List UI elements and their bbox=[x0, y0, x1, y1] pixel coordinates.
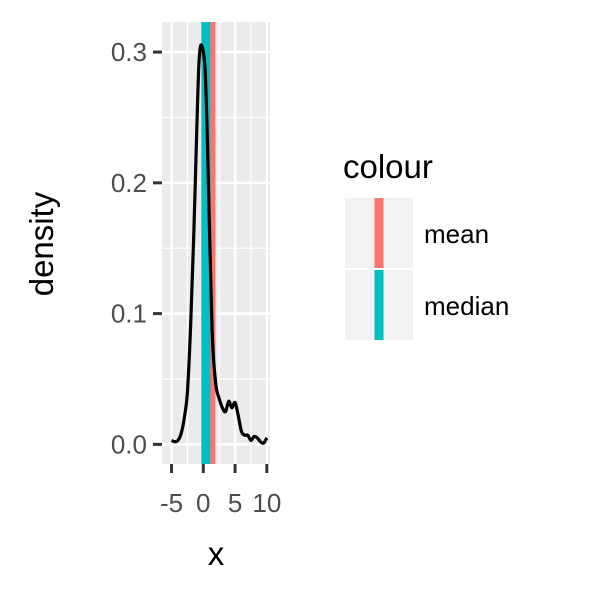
legend-label-mean: mean bbox=[424, 219, 489, 249]
y-tick-label: 0.0 bbox=[111, 429, 147, 459]
x-axis: -5 0 5 10 bbox=[160, 464, 281, 518]
major-gridlines bbox=[162, 22, 270, 464]
y-tick-label: 0.1 bbox=[111, 299, 147, 329]
x-tick-label: 5 bbox=[228, 488, 242, 518]
legend-title: colour bbox=[343, 148, 433, 185]
x-axis-title: x bbox=[208, 535, 225, 572]
y-tick-label: 0.2 bbox=[111, 168, 147, 198]
legend: colour mean median bbox=[343, 148, 509, 340]
x-tick-label: 0 bbox=[196, 488, 210, 518]
y-axis-title: density bbox=[23, 191, 60, 296]
x-tick-label: -5 bbox=[160, 488, 183, 518]
x-tick-label: 10 bbox=[252, 488, 281, 518]
density-curve bbox=[170, 43, 269, 445]
y-axis: 0.0 0.1 0.2 0.3 bbox=[111, 37, 162, 459]
legend-label-median: median bbox=[424, 291, 509, 321]
plot-panel bbox=[162, 22, 270, 464]
y-tick-label: 0.3 bbox=[111, 37, 147, 67]
